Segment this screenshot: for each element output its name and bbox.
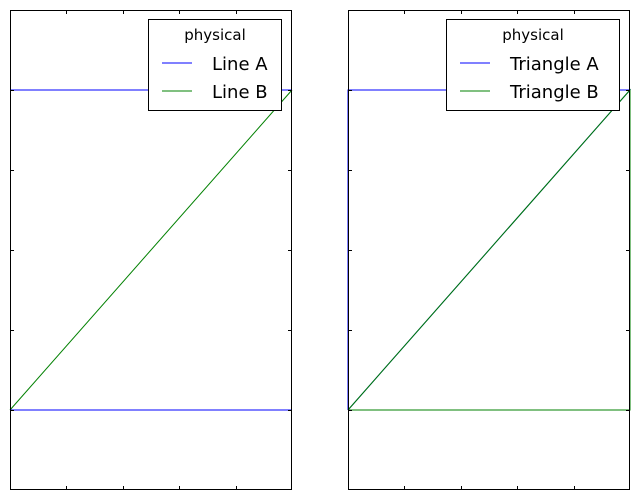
right-series-layer [347, 88, 632, 411]
left-legend-label-line-b: Line B [212, 82, 268, 103]
right-legend-label-triangle-b: Triangle B [509, 82, 599, 103]
right-legend-label-triangle-a: Triangle A [509, 54, 599, 75]
left-legend: physical Line A Line B [148, 19, 282, 111]
left-series-line-b [9, 89, 293, 411]
right-legend: physical Triangle A Triangle B [446, 19, 620, 111]
left-panel: physical Line A Line B [9, 10, 293, 490]
left-legend-label-line-a: Line A [212, 54, 268, 75]
right-legend-title: physical [502, 26, 564, 44]
right-panel: physical Triangle A Triangle B [347, 10, 632, 490]
right-series-triangle-b [347, 88, 631, 411]
right-legend-box [446, 19, 620, 111]
right-axes-frame [348, 10, 630, 490]
left-axes-frame [10, 10, 292, 490]
left-series-layer [9, 89, 293, 411]
left-legend-title: physical [184, 26, 246, 44]
left-legend-box [148, 19, 282, 111]
